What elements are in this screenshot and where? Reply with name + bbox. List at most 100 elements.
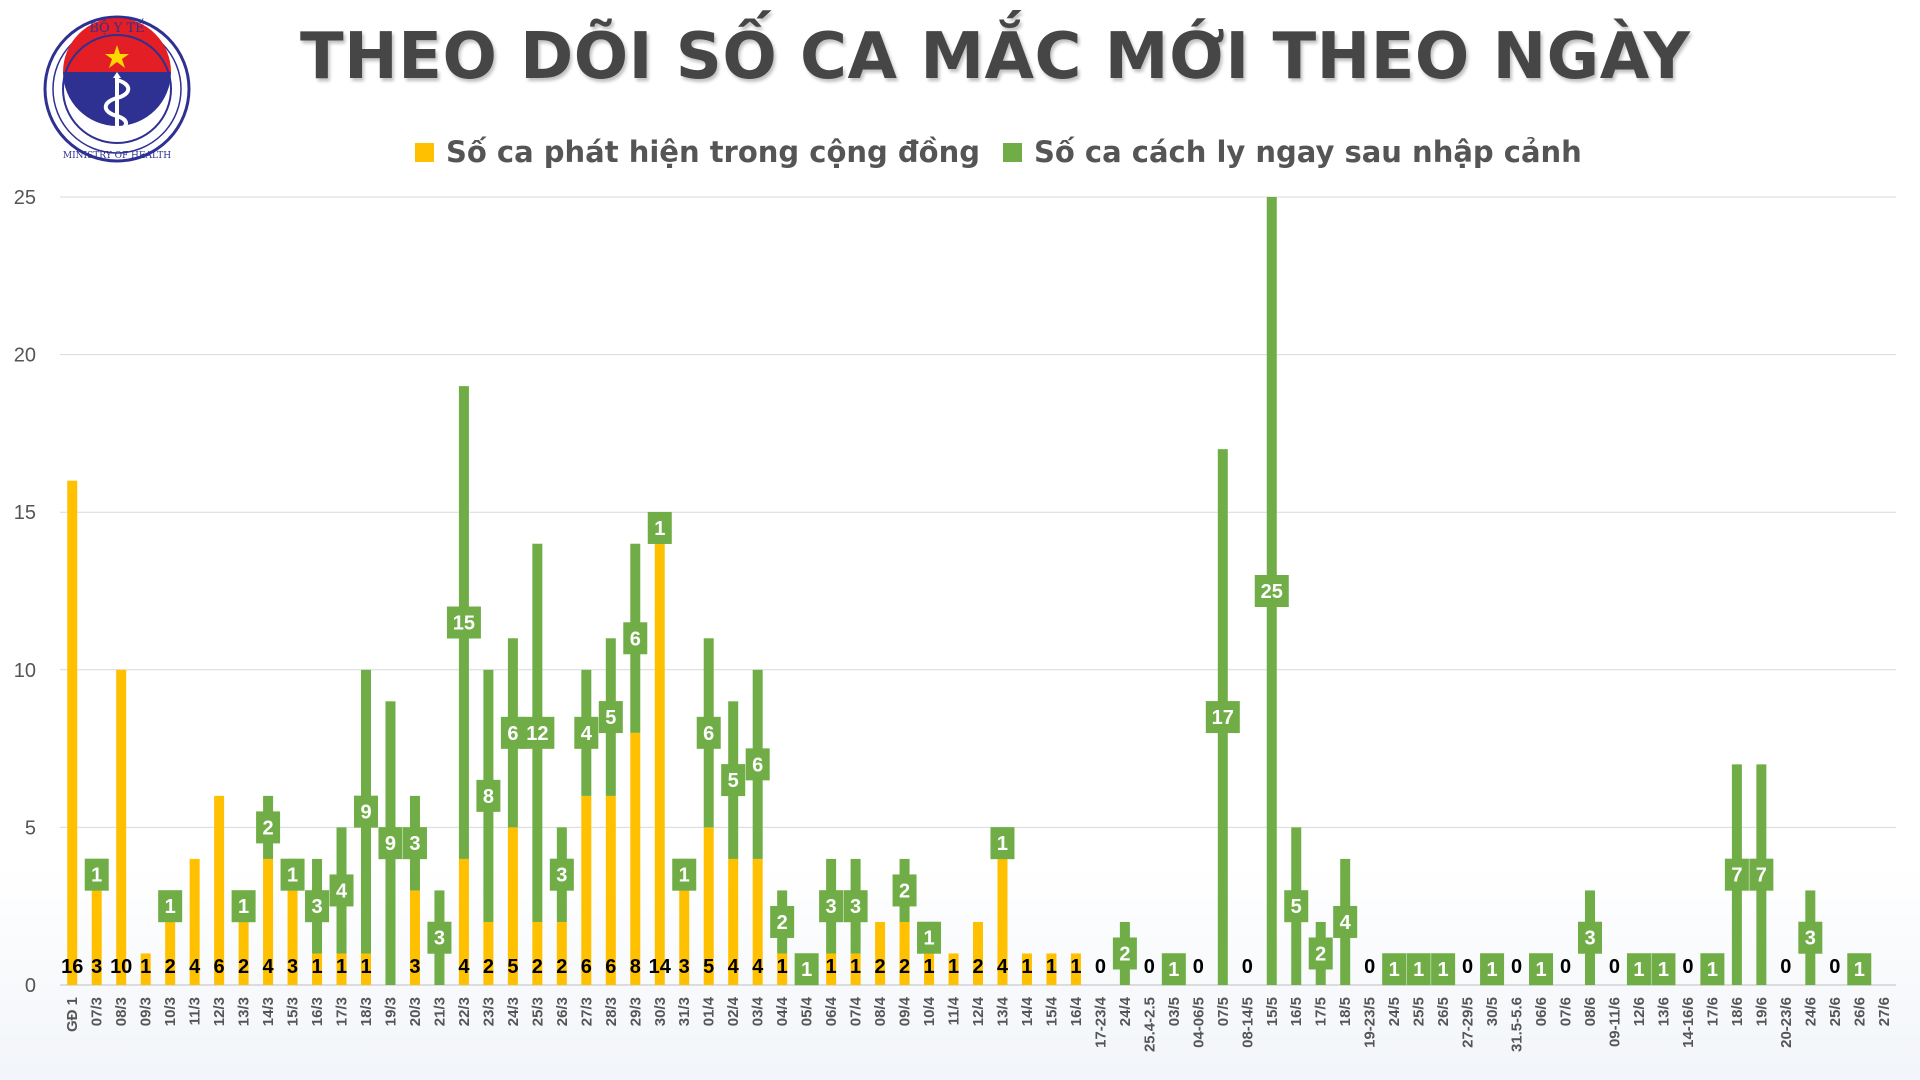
data-label-box-quarantine xyxy=(721,764,746,797)
bar-community xyxy=(532,921,543,985)
data-label-community: 0 xyxy=(1462,956,1473,978)
data-label-box-quarantine xyxy=(549,858,574,891)
data-label-quarantine: 6 xyxy=(703,723,714,745)
data-label-box-quarantine xyxy=(1112,937,1137,970)
data-label-community: 2 xyxy=(556,956,567,978)
x-tick-label: 05/4 xyxy=(799,996,816,1026)
data-label-community: 6 xyxy=(581,956,592,978)
data-label-box-quarantine xyxy=(1382,953,1407,986)
bar-community xyxy=(899,921,910,985)
bar-community xyxy=(948,953,959,985)
y-tick-label: 0 xyxy=(25,975,36,997)
x-tick-label: 09/3 xyxy=(138,997,155,1026)
data-label-quarantine: 1 xyxy=(1389,959,1400,981)
x-tick-label: 09-11/6 xyxy=(1606,997,1623,1047)
data-label-quarantine: 7 xyxy=(1731,865,1742,887)
data-label-community: 4 xyxy=(189,956,201,978)
x-tick-label: 24/5 xyxy=(1386,997,1403,1026)
data-label-community: 1 xyxy=(826,956,837,978)
x-tick-label: 31.5-5.6 xyxy=(1509,997,1526,1052)
data-label-quarantine: 2 xyxy=(899,880,910,902)
data-label-quarantine: 2 xyxy=(263,817,274,839)
x-tick-label: 20-23/6 xyxy=(1778,997,1795,1048)
data-label-box-quarantine xyxy=(1205,701,1240,734)
logo-text-bottom: MINISTRY OF HEALTH xyxy=(63,151,171,161)
data-label-community: 1 xyxy=(1070,956,1081,978)
data-label-quarantine: 15 xyxy=(453,613,475,635)
x-tick-label: 15/4 xyxy=(1043,996,1060,1026)
data-label-community: 2 xyxy=(972,956,983,978)
data-label-quarantine: 1 xyxy=(1413,959,1424,981)
data-label-quarantine: 3 xyxy=(556,865,567,887)
x-tick-label: 17/5 xyxy=(1313,997,1330,1026)
data-label-quarantine: 1 xyxy=(1535,959,1546,981)
data-label-box-quarantine xyxy=(446,606,481,639)
data-label-community: 6 xyxy=(605,956,616,978)
x-tick-label: 27-29/5 xyxy=(1460,997,1477,1048)
x-tick-label: 25/5 xyxy=(1411,997,1428,1026)
ministry-of-health-logo: BỘ Y TẾ MINISTRY OF HEALTH xyxy=(43,15,191,163)
data-label-community: 1 xyxy=(1046,956,1057,978)
data-label-box-quarantine xyxy=(843,890,868,923)
x-tick-label: 21/3 xyxy=(431,997,448,1026)
x-tick-label: 16/3 xyxy=(309,997,326,1026)
data-label-community: 2 xyxy=(238,956,249,978)
data-label-box-quarantine xyxy=(1651,953,1676,986)
x-tick-label: 25.4-2.5 xyxy=(1141,997,1158,1052)
bar-community xyxy=(116,669,127,985)
data-label-box-quarantine xyxy=(354,795,378,828)
bar-community xyxy=(189,858,200,985)
data-label-quarantine: 6 xyxy=(507,723,518,745)
data-label-community: 4 xyxy=(752,956,764,978)
bar-community xyxy=(973,921,983,985)
data-label-community: 4 xyxy=(458,956,470,978)
data-label-community: 4 xyxy=(997,956,1009,978)
data-label-box-quarantine xyxy=(1626,953,1651,986)
legend-swatch-community xyxy=(415,142,434,162)
data-label-quarantine: 1 xyxy=(1633,959,1644,981)
data-label-box-quarantine xyxy=(696,716,721,749)
x-tick-label: 08-14/5 xyxy=(1239,997,1256,1048)
data-label-box-quarantine xyxy=(378,827,403,860)
data-label-community: 1 xyxy=(336,956,347,978)
data-label-box-quarantine xyxy=(647,511,672,544)
x-tick-label: 17/6 xyxy=(1704,997,1721,1026)
chart-gridlines xyxy=(60,196,1896,986)
data-label-quarantine: 1 xyxy=(1168,959,1179,981)
x-tick-label: 26/3 xyxy=(554,997,571,1026)
data-label-quarantine: 4 xyxy=(1340,912,1352,934)
data-label-community: 2 xyxy=(899,956,910,978)
bar-community xyxy=(458,858,469,985)
bar-community xyxy=(140,953,151,985)
data-label-quarantine: 2 xyxy=(777,912,788,934)
x-tick-label: 26/6 xyxy=(1851,997,1868,1026)
data-label-community: 8 xyxy=(630,956,641,978)
data-label-community: 1 xyxy=(850,956,861,978)
page-title: THEO DÕI SỐ CA MẮC MỚI THEO NGÀY xyxy=(300,20,1691,94)
data-label-quarantine: 5 xyxy=(1291,896,1302,918)
data-label-quarantine: 1 xyxy=(801,959,812,981)
x-tick-label: 08/4 xyxy=(872,996,889,1026)
bar-community xyxy=(483,921,494,985)
data-label-quarantine: 9 xyxy=(385,833,396,855)
x-tick-label: 27/6 xyxy=(1876,997,1893,1026)
data-label-box-quarantine xyxy=(990,827,1015,860)
data-label-quarantine: 1 xyxy=(923,928,934,950)
data-label-community: 0 xyxy=(1780,956,1791,978)
x-tick-label: 13/6 xyxy=(1655,997,1672,1026)
data-label-community: 3 xyxy=(679,956,690,978)
bar-community xyxy=(924,953,935,985)
x-tick-label: 24/4 xyxy=(1117,996,1134,1026)
x-tick-label: 10/3 xyxy=(162,997,179,1026)
data-label-quarantine: 1 xyxy=(1438,959,1449,981)
bar-community xyxy=(605,795,616,985)
data-label-box-quarantine xyxy=(427,921,452,954)
data-label-quarantine: 1 xyxy=(1658,959,1669,981)
x-tick-label: 12/3 xyxy=(211,997,228,1026)
x-tick-label: 07/5 xyxy=(1215,997,1232,1026)
data-label-quarantine: 1 xyxy=(287,865,298,887)
data-label-box-quarantine xyxy=(1724,858,1749,891)
data-label-quarantine: 1 xyxy=(679,865,690,887)
x-tick-label: 25/3 xyxy=(529,997,546,1026)
